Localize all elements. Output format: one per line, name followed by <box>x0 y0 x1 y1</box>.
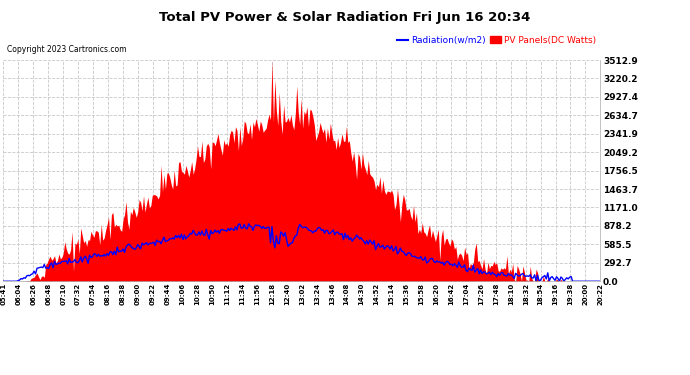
Legend: Radiation(w/m2), PV Panels(DC Watts): Radiation(w/m2), PV Panels(DC Watts) <box>397 36 595 45</box>
Text: Total PV Power & Solar Radiation Fri Jun 16 20:34: Total PV Power & Solar Radiation Fri Jun… <box>159 11 531 24</box>
Text: Copyright 2023 Cartronics.com: Copyright 2023 Cartronics.com <box>7 45 126 54</box>
